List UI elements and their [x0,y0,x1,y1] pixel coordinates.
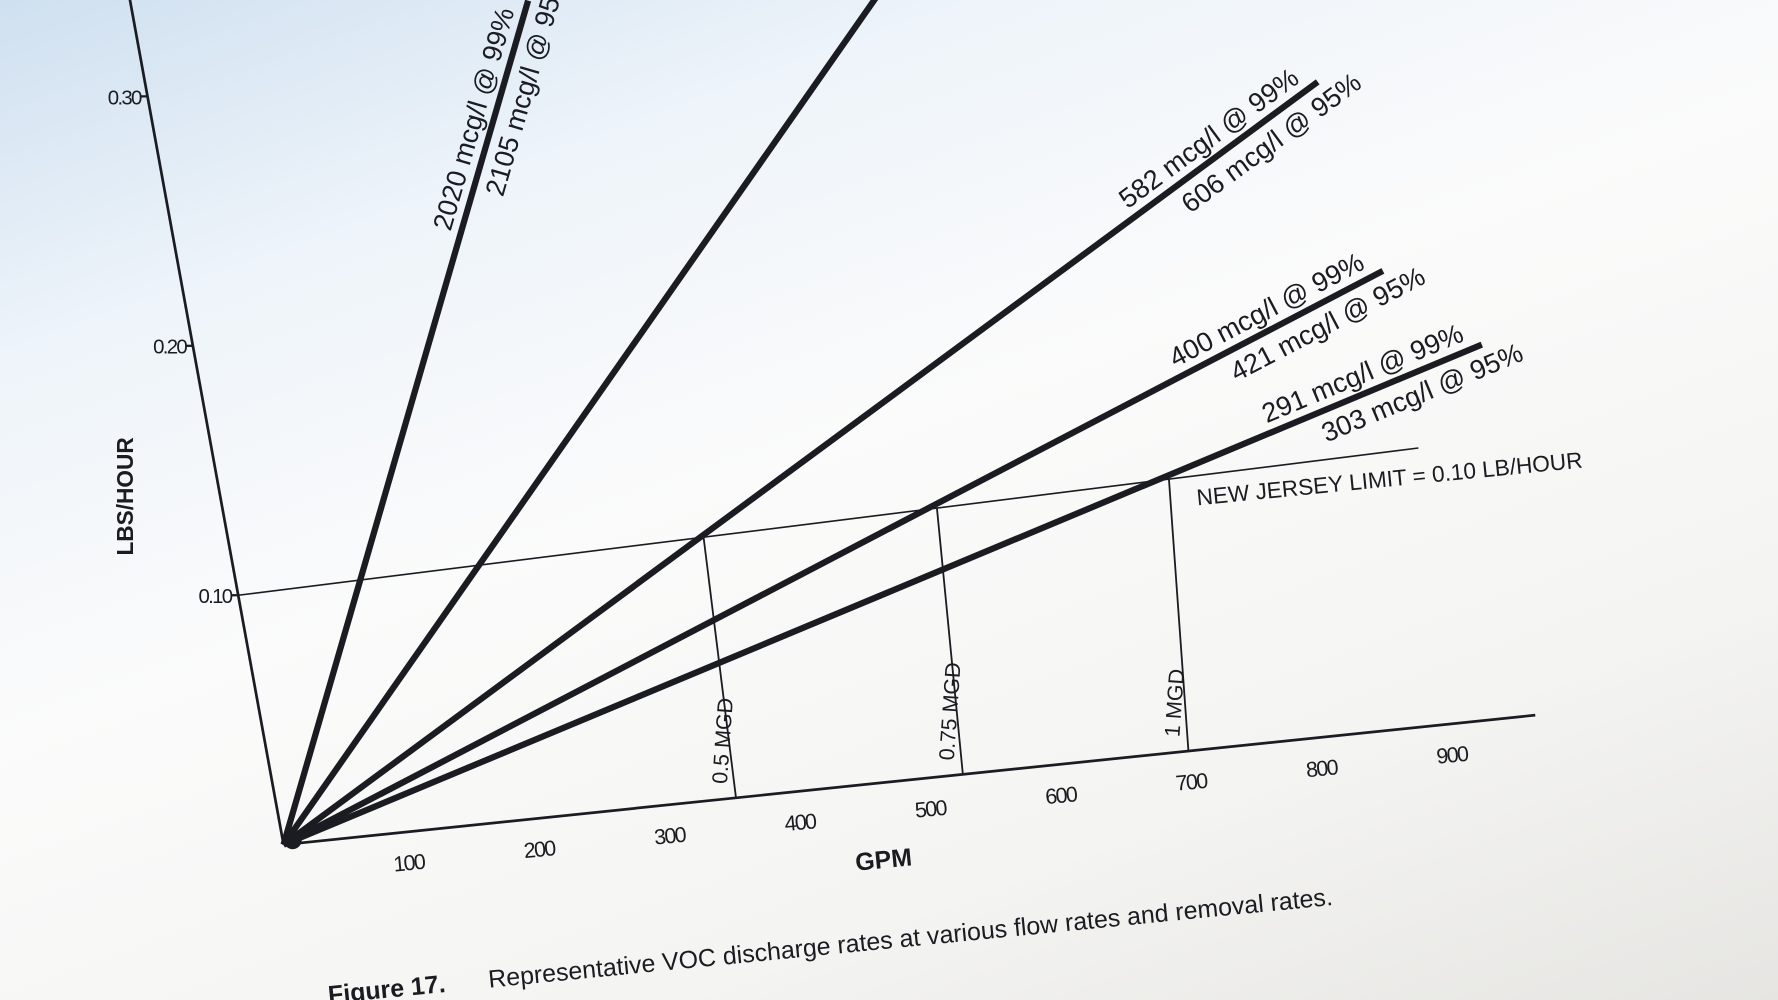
y-tick-label: 0.30 [108,87,142,109]
x-tick-label: 200 [523,836,558,863]
x-tick-label: 400 [783,809,818,836]
x-tick-label: 100 [392,850,427,877]
origin-wedge [283,831,302,850]
mgd-marker-line [936,507,964,775]
series-line [282,268,1385,848]
y-tick-label: 0.20 [153,337,187,359]
x-axis [283,713,1536,847]
caption-text: Representative VOC discharge rates at va… [487,883,1334,994]
x-axis-label: GPM [854,843,913,876]
series-line [281,79,1320,848]
mgd-marker-label: 0.5 MGD [708,697,738,785]
mgd-marker-line [1168,479,1190,752]
y-axis [128,0,285,845]
nj-limit-line [238,447,1419,597]
mgd-marker-line [702,537,737,798]
x-tick-label: 500 [914,796,949,823]
x-tick-label: 700 [1175,769,1210,796]
figure-caption: Figure 17. Representative VOC discharge … [327,883,1334,1000]
caption-label: Figure 17. [327,970,447,1000]
x-tick-label: 800 [1305,755,1340,782]
mgd-marker-label: 1 MGD [1160,668,1189,738]
nj-limit-label: NEW JERSEY LIMIT = 0.10 LB/HOUR [1195,447,1583,511]
series-line [282,341,1483,848]
x-tick-label: 600 [1044,782,1079,809]
series-line [280,0,532,846]
y-tick-label: 0.10 [199,586,233,608]
y-axis-label: LBS/HOUR [112,437,138,555]
x-tick-label: 300 [653,823,688,850]
x-tick-label: 900 [1435,742,1470,769]
series-line [281,0,879,847]
